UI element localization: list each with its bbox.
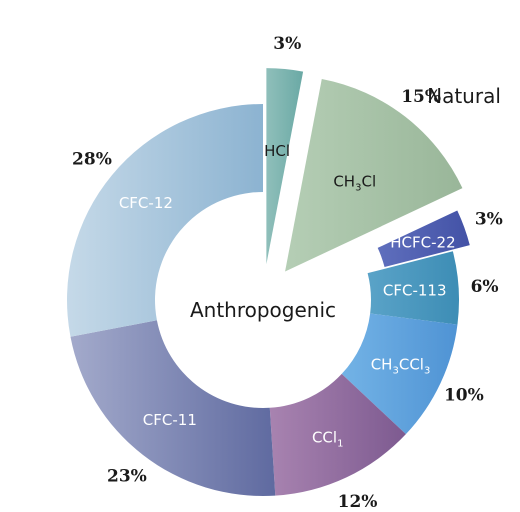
percent-labels: 3% 15% 3% 6% 10% 12% 23% 28% [72,34,503,512]
segment-label-ch3ccl3: CH3CCl3 [371,356,431,377]
percent-label-cfc-12: 28% [72,149,112,169]
segment-label-ch3cl: CH3Cl [333,173,376,194]
slice-ch3ccl3 [341,313,458,435]
percent-label-hcl: 3% [273,34,301,54]
percent-label-hcfc-22: 3% [475,210,503,230]
donut-slices [67,68,470,496]
slice-cfc-11 [70,320,276,496]
segment-label-cfc-12: CFC-12 [119,194,173,212]
segment-labels: HCl CH3Cl HCFC-22 CFC-113 CH3CCl3 CCl1 CFC-11 C… [119,142,456,450]
slice-hcfc-22 [377,210,470,268]
group-labels: Natural Anthropogenic [190,84,501,322]
percent-label-ccl4: 12% [338,492,378,512]
segment-label-cfc-113: CFC-113 [383,281,447,299]
group-label-natural: Natural [427,84,501,108]
segment-label-cfc-11: CFC-11 [143,411,197,429]
segment-label-ccl4: CCl1 [312,429,344,450]
slice-ccl4 [269,373,406,496]
percent-label-ch3ccl3: 10% [444,386,484,406]
segment-label-hcl: HCl [264,142,290,160]
slice-cfc-113 [367,251,459,325]
slice-hcl [266,68,304,265]
slice-cfc-12 [67,104,263,337]
group-label-anthropogenic: Anthropogenic [190,298,336,322]
segment-label-hcfc-22: HCFC-22 [390,233,455,251]
percent-label-cfc-11: 23% [107,466,147,486]
percent-label-cfc-113: 6% [471,277,499,297]
slice-ch3cl [285,79,463,272]
percent-label-ch3cl: 15% [401,87,441,107]
